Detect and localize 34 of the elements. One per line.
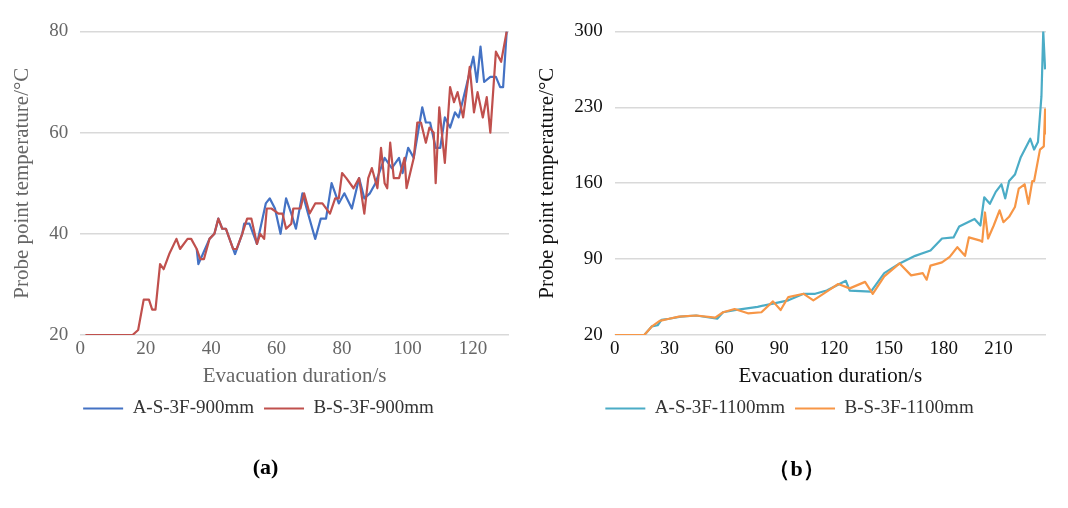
x-tick-label: 60: [714, 337, 734, 359]
text: （b）: [767, 455, 826, 483]
x-tick-label: 0: [75, 337, 85, 359]
x-tick-label: 30: [660, 337, 680, 359]
x-tick-label: 210: [984, 337, 1013, 359]
x-axis-title: Evacuation duration/s: [738, 362, 923, 387]
y-tick-label: 80: [49, 19, 69, 41]
x-tick-label: 120: [819, 337, 849, 359]
y-axis-title: Probe point temperature/°C: [534, 67, 559, 299]
y-tick-label: 90: [583, 247, 603, 269]
text: (a): [251, 454, 280, 480]
x-tick-label: 120: [458, 337, 488, 359]
y-tick-label: 40: [49, 221, 69, 243]
y-tick-label: 230: [574, 95, 603, 117]
x-tick-label: 40: [201, 337, 221, 359]
y-tick-label: 60: [49, 120, 69, 142]
x-axis-title: Evacuation duration/s: [202, 362, 387, 387]
y-axis-title: Probe point temperature/°C: [9, 67, 34, 299]
y-tick-label: 20: [583, 322, 603, 344]
x-tick-label: 20: [136, 337, 156, 359]
x-tick-label: 100: [393, 337, 422, 359]
legend-label: B-S-3F-900mm: [313, 396, 435, 418]
x-tick-label: 80: [332, 337, 352, 359]
x-tick-label: 180: [929, 337, 958, 359]
y-tick-label: 160: [574, 171, 603, 193]
x-tick-label: 60: [267, 337, 287, 359]
legend-label: A-S-3F-1100mm: [654, 396, 786, 418]
legend-label: B-S-3F-1100mm: [844, 396, 974, 418]
y-tick-label: 300: [574, 19, 603, 41]
x-tick-label: 0: [609, 337, 620, 359]
x-tick-label: 150: [874, 337, 904, 359]
x-tick-label: 90: [769, 337, 789, 359]
legend-label: A-S-3F-900mm: [132, 396, 255, 418]
y-tick-label: 20: [49, 322, 69, 344]
